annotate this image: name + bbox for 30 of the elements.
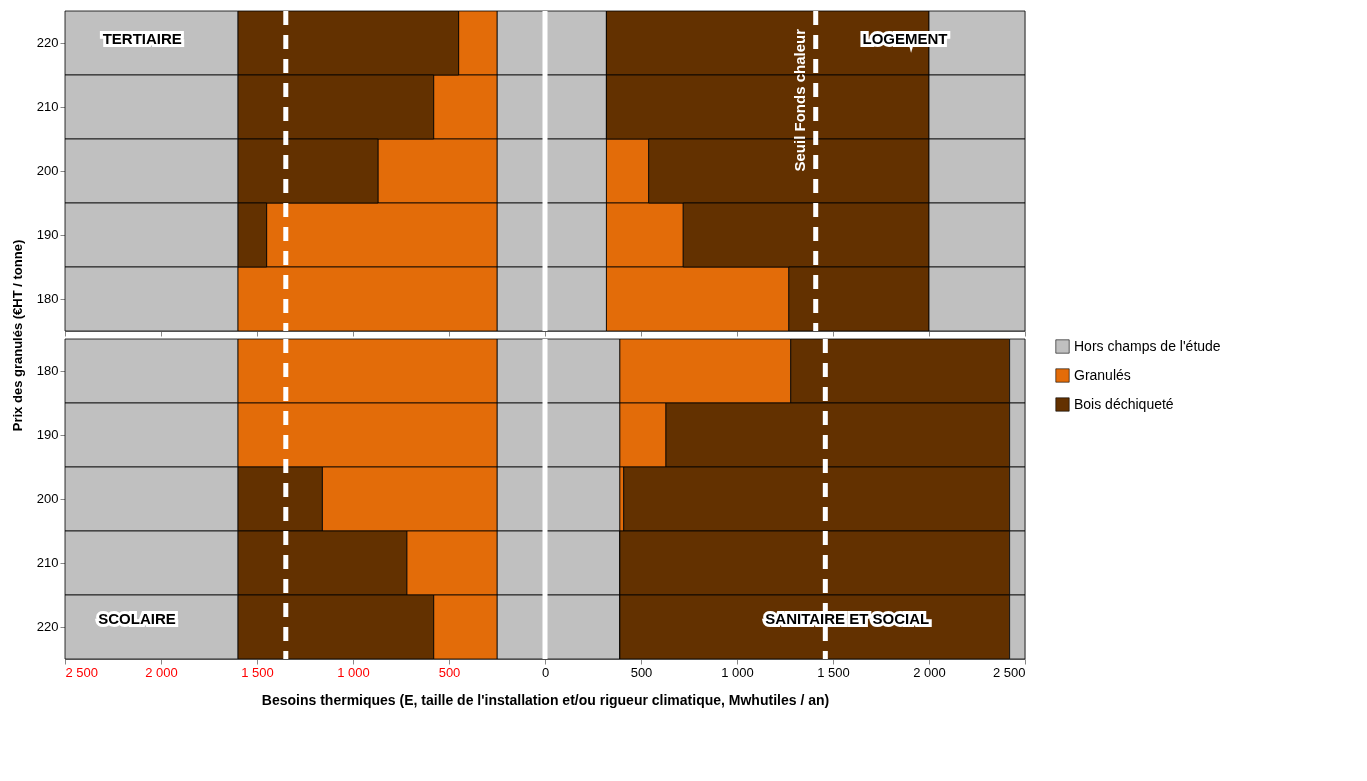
x-tick-label: 2 000 [913,664,946,680]
y-tick-label: 210 [36,99,59,114]
x-tick-label: 500 [630,664,653,680]
y-tick-label: 200 [36,491,59,506]
x-tick-label: 1 500 [817,664,850,680]
y-tick-label: 220 [36,619,59,634]
x-tick-label: 500 [438,664,461,680]
y-tick-label: 190 [36,227,59,242]
annotation: SANITAIRE ET SOCIAL [765,610,930,627]
x-tick-label: 2 000 [145,664,178,680]
x-tick-label: 1 000 [337,664,370,680]
x-tick-label: 1 000 [721,664,754,680]
y-tick-label: 180 [36,291,59,306]
legend-label: Bois déchiqueté [1074,395,1174,412]
legend-label: Hors champs de l'étude [1074,337,1221,354]
x-tick-label: 2 500 [65,664,99,680]
y-tick-label: 190 [36,427,59,442]
annotation: SCOLAIRE [98,610,176,627]
y-tick-label: 180 [36,363,59,378]
x-tick-label: 0 [541,664,550,680]
x-axis-title: Besoins thermiques (E, taille de l'installation et/ou rigueur climatique, Mwhutiles / an) [261,691,830,708]
ref-line-label: Seuil Fonds chaleur [790,28,808,172]
y-tick-label: 220 [36,35,59,50]
x-tick-label: 1 500 [241,664,274,680]
y-tick-label: 210 [36,555,59,570]
legend-label: Granulés [1074,366,1131,383]
y-axis-title: Prix des granulés (€HT / tonne) [9,239,25,432]
x-tick-label: 2 500 [992,664,1026,680]
annotation: TERTIAIRE [102,30,182,47]
y-tick-label: 200 [36,163,59,178]
